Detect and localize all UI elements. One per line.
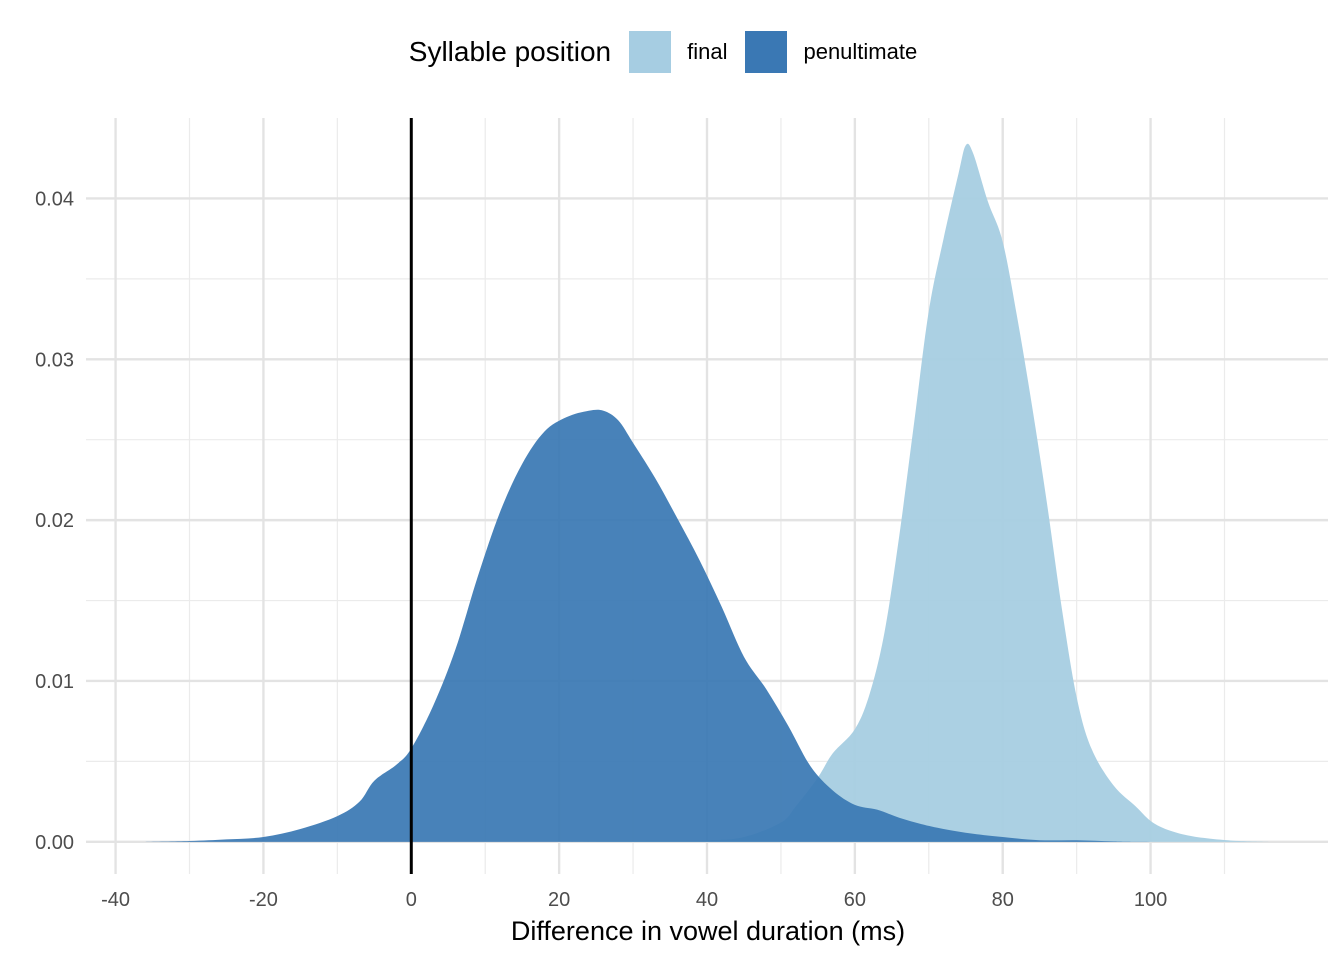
density-area-final [337, 143, 1269, 842]
x-tick-label: 60 [844, 889, 866, 911]
legend-label-penultimate: penultimate [803, 39, 918, 64]
legend-key-final [629, 31, 672, 73]
x-tick-label: 0 [406, 889, 417, 911]
density-areas [145, 143, 1269, 842]
legend-key-penultimate [745, 31, 788, 73]
legend: Syllable position final penultimate [0, 28, 1344, 76]
x-tick-labels: -40 -20 0 20 40 60 80 100 [101, 889, 1167, 911]
y-tick-labels: 0.00 0.01 0.02 0.03 0.04 [35, 188, 74, 853]
y-tick-label: 0.04 [35, 188, 74, 210]
y-tick-label: 0.02 [35, 510, 74, 532]
x-axis-title: Difference in vowel duration (ms) [511, 916, 905, 946]
x-tick-label: 20 [548, 889, 570, 911]
x-tick-label: -40 [101, 889, 130, 911]
x-tick-label: -20 [249, 889, 278, 911]
y-tick-label: 0.03 [35, 349, 74, 371]
legend-label-final: final [687, 39, 728, 64]
y-tick-label: 0.00 [35, 832, 74, 854]
y-tick-label: 0.01 [35, 671, 74, 693]
x-tick-label: 80 [992, 889, 1014, 911]
x-tick-label: 100 [1134, 889, 1167, 911]
legend-title: Syllable position [408, 36, 612, 67]
density-area-penultimate [145, 409, 1269, 842]
x-tick-label: 40 [696, 889, 718, 911]
